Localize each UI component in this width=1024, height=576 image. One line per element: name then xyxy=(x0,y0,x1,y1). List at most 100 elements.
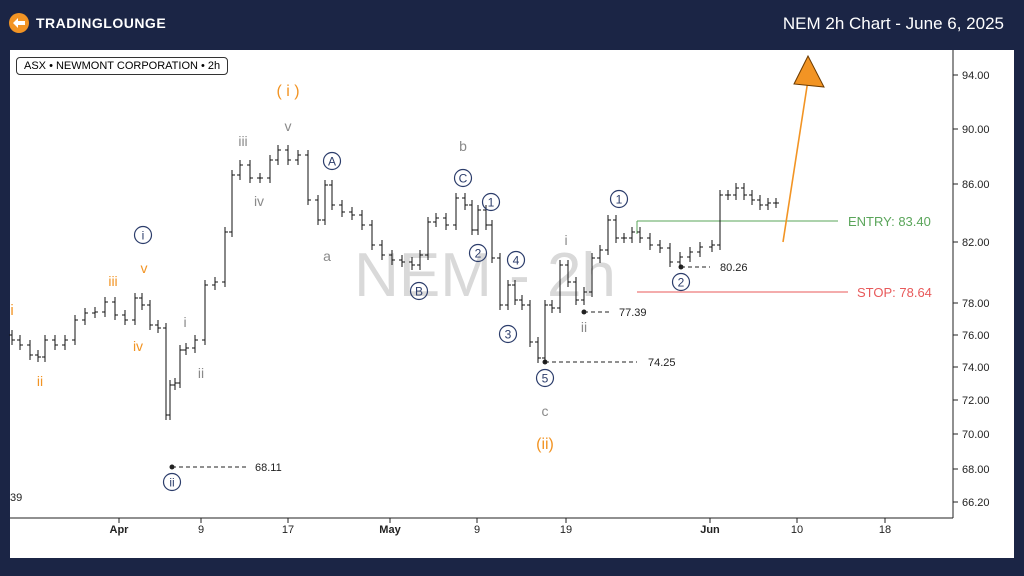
price-bar xyxy=(417,250,423,270)
price-bar xyxy=(92,307,98,318)
price-bar xyxy=(42,335,48,362)
wave-label: i xyxy=(564,232,567,248)
price-bar xyxy=(35,350,41,362)
wave-label: (ii) xyxy=(536,436,554,453)
price-bar xyxy=(52,335,58,350)
level-label-77: 77.39 xyxy=(619,307,647,319)
level-68: 68.11 xyxy=(169,462,282,474)
price-bar xyxy=(535,337,541,363)
price-bar xyxy=(167,380,173,420)
wave-label-circled: B xyxy=(409,281,429,301)
price-bar xyxy=(629,227,635,243)
y-tick-label: 70.00 xyxy=(962,429,990,441)
y-tick-label: 82.00 xyxy=(962,237,990,249)
price-bar xyxy=(657,240,663,253)
wave-label: ii xyxy=(37,373,43,389)
price-bar xyxy=(192,335,198,353)
wave-label-circled: 3 xyxy=(498,324,518,344)
price-bar xyxy=(62,335,68,350)
price-bar xyxy=(147,300,153,330)
price-bar xyxy=(542,300,548,363)
price-bar xyxy=(237,160,243,180)
price-bar xyxy=(17,335,23,350)
wave-label: iv xyxy=(133,338,143,354)
price-bar xyxy=(359,210,365,230)
price-bar xyxy=(305,150,311,205)
price-bar xyxy=(177,345,183,388)
wave-label: b xyxy=(459,138,467,154)
svg-text:3: 3 xyxy=(505,328,512,342)
logo: TRADINGLOUNGE xyxy=(8,12,166,34)
level-label-74: 74.25 xyxy=(648,357,676,369)
price-bar xyxy=(573,277,579,305)
price-bar xyxy=(475,205,481,235)
price-bar xyxy=(399,255,405,267)
header-bar: TRADINGLOUNGE NEM 2h Chart - June 6, 202… xyxy=(0,0,1024,48)
y-tick-label: 90.00 xyxy=(962,124,990,136)
svg-text:2: 2 xyxy=(678,276,685,290)
wave-label: iii xyxy=(238,133,247,149)
svg-text:ii: ii xyxy=(169,476,174,490)
price-bar xyxy=(749,190,755,205)
level-label-80: 80.26 xyxy=(720,262,748,274)
price-bar xyxy=(581,287,587,305)
price-bar xyxy=(757,195,763,210)
price-bar xyxy=(765,198,771,210)
wave-label-circled: i xyxy=(133,225,153,245)
y-tick-label: 86.00 xyxy=(962,179,990,191)
wave-label-circled: 5 xyxy=(535,368,555,388)
price-bar xyxy=(469,200,475,235)
wave-label: a xyxy=(323,248,331,264)
price-bar xyxy=(462,193,468,210)
wave-label: ( i ) xyxy=(276,83,299,100)
price-bar xyxy=(122,310,128,325)
price-bar xyxy=(379,240,385,260)
level-80: 80.26 xyxy=(678,262,748,274)
price-bar xyxy=(339,200,345,217)
price-bar xyxy=(275,145,281,165)
chart-panel xyxy=(10,50,1014,558)
price-bar xyxy=(667,243,673,267)
price-bar xyxy=(222,227,228,287)
wave-label-circled: 4 xyxy=(506,250,526,270)
svg-text:C: C xyxy=(459,172,468,186)
svg-text:B: B xyxy=(415,285,423,299)
price-bar xyxy=(229,170,235,237)
price-bar xyxy=(557,260,563,313)
wave-label-circled: 1 xyxy=(609,189,629,209)
price-bar xyxy=(27,340,33,360)
price-bar xyxy=(155,320,161,333)
svg-text:A: A xyxy=(328,155,336,169)
price-bars xyxy=(9,145,779,420)
x-tick-label: Jun xyxy=(700,524,720,536)
wave-label: i xyxy=(10,302,13,319)
price-bar xyxy=(132,293,138,325)
price-bar xyxy=(589,253,595,297)
y-axis-ticks: 94.00 90.00 86.00 82.00 78.00 76.00 74.00 72.00… xyxy=(953,70,990,509)
wave-label-circled: 2 xyxy=(671,272,691,292)
x-tick-label: 17 xyxy=(282,524,294,536)
wave-label-circled: 1 xyxy=(481,192,501,212)
stop-label: STOP: 78.64 xyxy=(857,285,932,300)
price-bar xyxy=(267,155,273,183)
y-tick-label: 72.00 xyxy=(962,395,990,407)
price-bar xyxy=(409,257,415,270)
price-bar xyxy=(647,233,653,250)
price-bar xyxy=(285,145,291,165)
price-bar xyxy=(527,300,533,347)
price-bar xyxy=(82,308,88,325)
price-bar xyxy=(709,240,715,252)
logo-icon xyxy=(9,13,29,33)
level-label-68: 68.11 xyxy=(255,462,282,474)
price-bar xyxy=(733,183,739,200)
price-bar xyxy=(637,227,643,243)
price-bar xyxy=(257,173,263,183)
price-bar xyxy=(172,378,178,390)
price-bar xyxy=(725,190,731,200)
svg-text:1: 1 xyxy=(616,193,623,207)
price-bar xyxy=(9,330,15,345)
wave-label: i xyxy=(183,314,186,330)
wave-label-circled: 2 xyxy=(468,243,488,263)
price-bar xyxy=(697,242,703,257)
